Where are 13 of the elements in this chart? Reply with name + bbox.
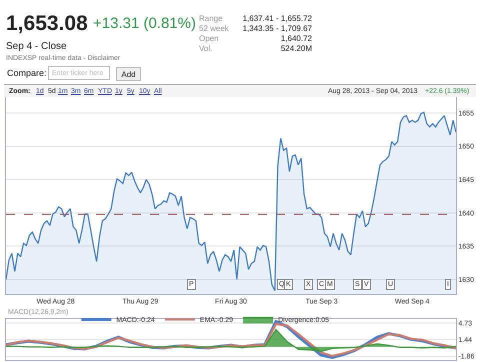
text: Sep 4 - Close [6, 41, 67, 52]
button: Add [116, 67, 141, 81]
text: 1,637.41 - 1,655.72 [242, 14, 312, 23]
text: 1,653.08 [6, 12, 88, 35]
text: Open [199, 34, 219, 43]
text: 52 week [199, 24, 229, 33]
text: Vol. [199, 44, 212, 53]
text: 1,343.35 - 1,709.67 [242, 24, 312, 33]
text: +13.31 (0.81%) [93, 15, 196, 32]
text: Range [199, 14, 223, 23]
text: Compare: [7, 68, 47, 78]
text: 524.20M [280, 44, 312, 53]
text: 1,640.72 [280, 34, 312, 43]
